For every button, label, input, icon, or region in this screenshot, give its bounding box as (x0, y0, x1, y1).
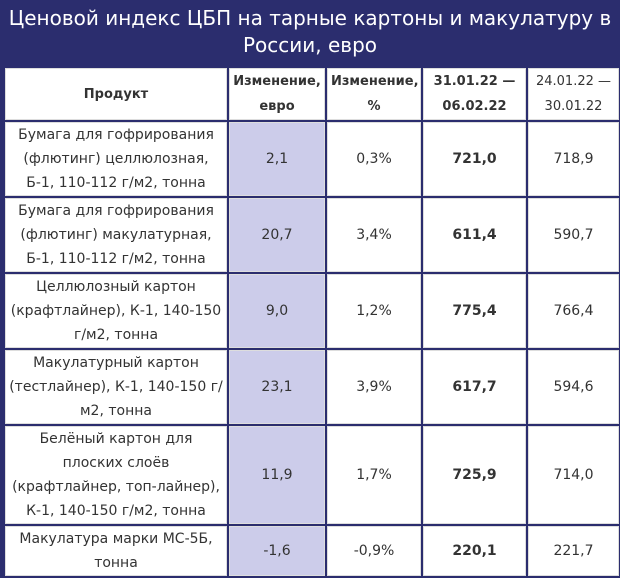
cell-change-pct: 0,3% (327, 122, 421, 196)
cell-change-eur: 9,0 (229, 274, 325, 348)
cell-product: Бумага для гофрирования (флютинг) целлюл… (5, 122, 227, 196)
cell-product: Целлюлозный картон (крафтлайнер), К-1, 1… (5, 274, 227, 348)
cell-prev: 766,4 (528, 274, 619, 348)
cell-prev: 714,0 (528, 426, 619, 524)
table-row: Белёный картон для плоских слоёв (крафтл… (5, 426, 619, 524)
cell-change-pct: 3,4% (327, 198, 421, 272)
header-change-pct: Изменение, % (327, 68, 421, 120)
cell-change-eur: 11,9 (229, 426, 325, 524)
cell-current: 721,0 (423, 122, 526, 196)
cell-current: 775,4 (423, 274, 526, 348)
table-row: Макулатура марки МС-5Б, тонна -1,6 -0,9%… (5, 526, 619, 576)
table-header-row: Продукт Изменение, евро Изменение, % 31.… (5, 68, 619, 120)
cell-change-pct: 1,7% (327, 426, 421, 524)
page-title: Ценовой индекс ЦБП на тарные картоны и м… (8, 6, 612, 57)
header-period-current: 31.01.22 — 06.02.22 (423, 68, 526, 120)
cell-current: 220,1 (423, 526, 526, 576)
cell-change-pct: -0,9% (327, 526, 421, 576)
header-period-prev: 24.01.22 — 30.01.22 (528, 68, 619, 120)
price-index-table: Продукт Изменение, евро Изменение, % 31.… (3, 66, 620, 578)
cell-prev: 718,9 (528, 122, 619, 196)
cell-product: Белёный картон для плоских слоёв (крафтл… (5, 426, 227, 524)
table-row: Макулатурный картон (тестлайнер), К-1, 1… (5, 350, 619, 424)
cell-product: Бумага для гофрирования (флютинг) макула… (5, 198, 227, 272)
cell-product: Макулатурный картон (тестлайнер), К-1, 1… (5, 350, 227, 424)
cell-prev: 594,6 (528, 350, 619, 424)
table-row: Бумага для гофрирования (флютинг) целлюл… (5, 122, 619, 196)
table-row: Бумага для гофрирования (флютинг) макула… (5, 198, 619, 272)
cell-change-eur: -1,6 (229, 526, 325, 576)
cell-change-pct: 1,2% (327, 274, 421, 348)
header-change-eur: Изменение, евро (229, 68, 325, 120)
cell-prev: 590,7 (528, 198, 619, 272)
cell-change-eur: 20,7 (229, 198, 325, 272)
cell-change-eur: 2,1 (229, 122, 325, 196)
cell-current: 725,9 (423, 426, 526, 524)
cell-current: 611,4 (423, 198, 526, 272)
cell-current: 617,7 (423, 350, 526, 424)
cell-prev: 221,7 (528, 526, 619, 576)
header-product: Продукт (5, 68, 227, 120)
cell-product: Макулатура марки МС-5Б, тонна (5, 526, 227, 576)
cell-change-pct: 3,9% (327, 350, 421, 424)
table-row: Целлюлозный картон (крафтлайнер), К-1, 1… (5, 274, 619, 348)
cell-change-eur: 23,1 (229, 350, 325, 424)
